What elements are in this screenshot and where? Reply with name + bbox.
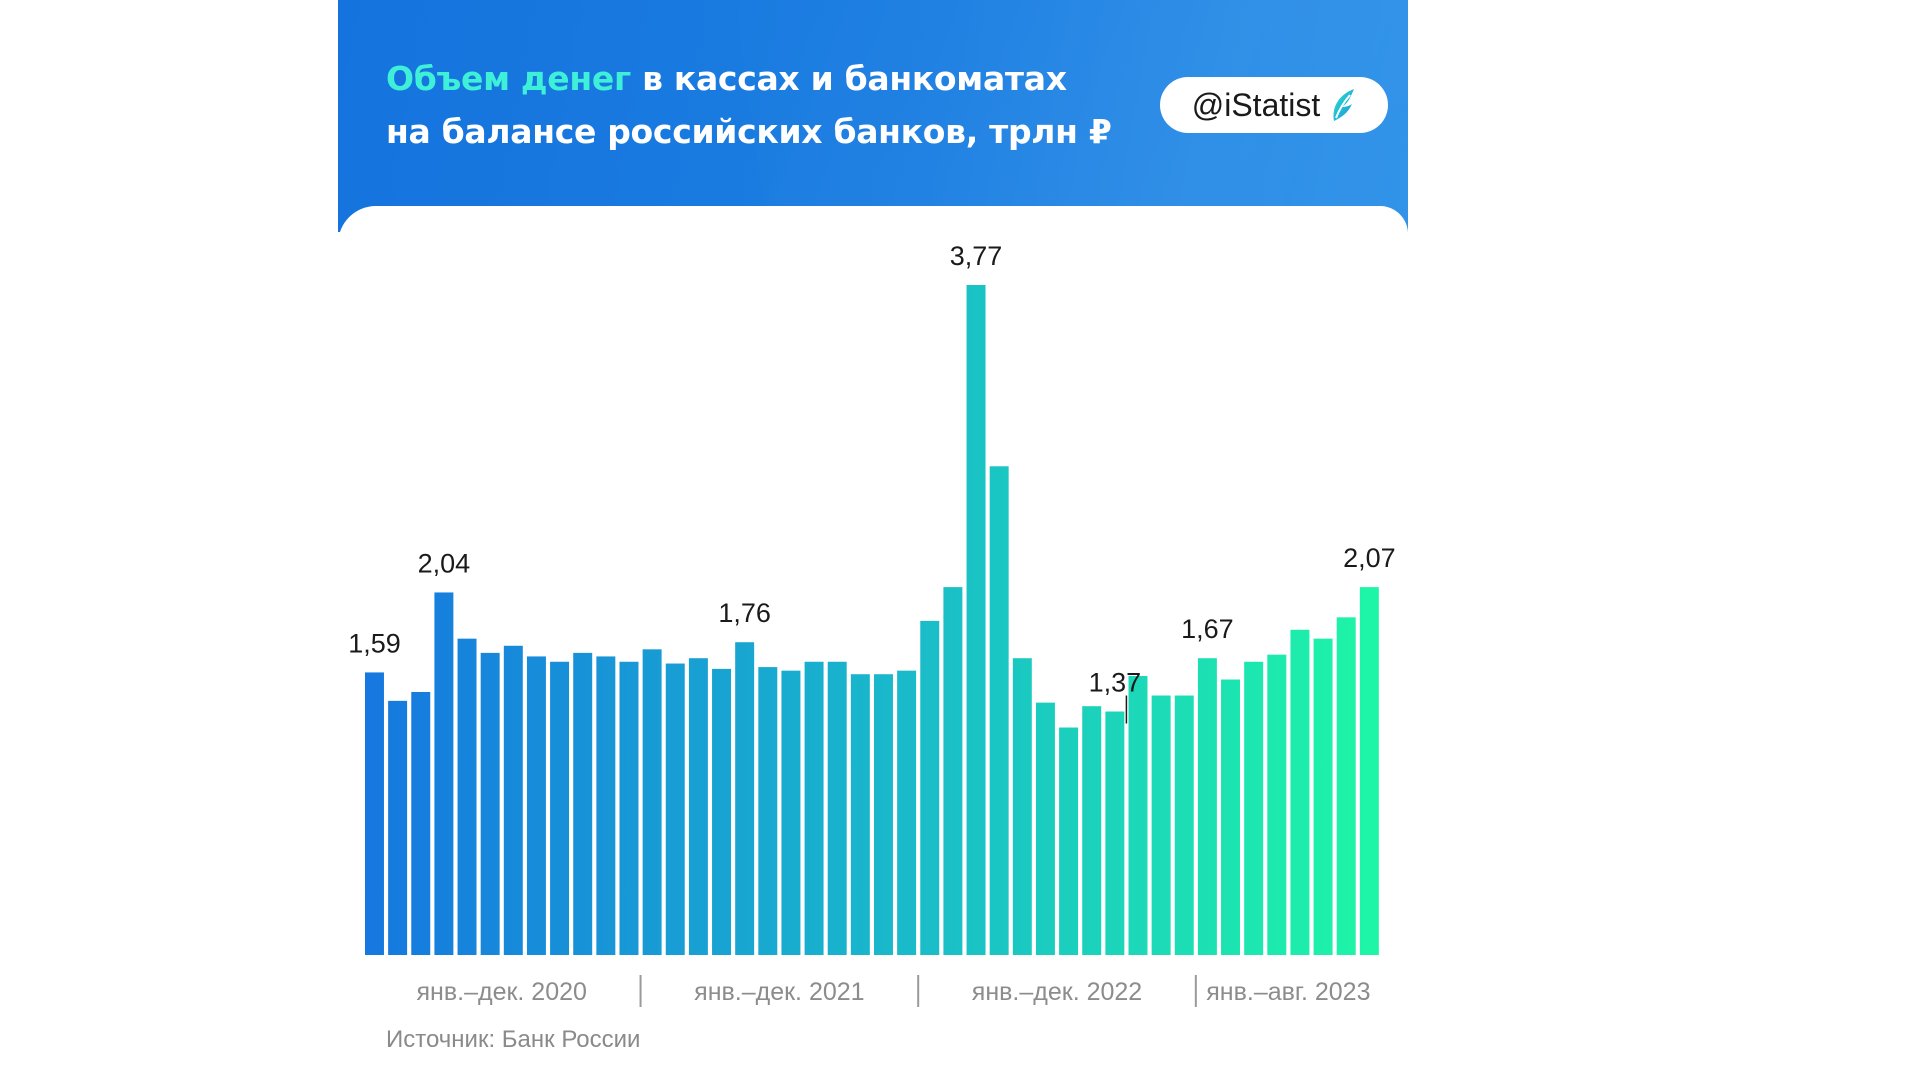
header-banner: Объем денег в кассах и банкоматах на бала… — [338, 0, 1408, 232]
bar — [503, 645, 523, 955]
bar — [688, 658, 708, 955]
data-label: 1,76 — [718, 598, 771, 628]
bar — [874, 674, 893, 955]
bar — [388, 700, 408, 955]
bar — [665, 663, 685, 955]
x-axis-group: янв.–дек. 2020 янв.–дек. 2021 янв.–дек. 20… — [417, 975, 1370, 1007]
data-label: 3,77 — [950, 241, 1003, 271]
data-label: 1,67 — [1181, 614, 1234, 644]
period-label: янв.–дек. 2020 — [417, 978, 587, 1006]
bar — [758, 667, 778, 955]
bar — [1012, 658, 1032, 955]
bar — [1035, 702, 1055, 955]
period-label: янв.–дек. 2022 — [972, 978, 1142, 1006]
period-label: янв.–авг. 2023 — [1206, 978, 1370, 1006]
data-label: 2,07 — [1343, 543, 1396, 573]
bar — [1290, 629, 1310, 955]
bar — [966, 285, 986, 955]
bar — [827, 661, 847, 955]
source-note: Источник: Банк России — [386, 1026, 641, 1053]
bar — [480, 652, 500, 955]
data-label: 1,59 — [348, 628, 401, 658]
bar — [596, 656, 616, 955]
bar — [642, 649, 662, 955]
bar — [1244, 661, 1264, 955]
bar — [1221, 679, 1241, 955]
bar — [457, 638, 477, 955]
bar — [526, 656, 546, 955]
bar — [1059, 727, 1079, 955]
bar — [550, 661, 570, 955]
istatist-leaf-icon — [1333, 89, 1355, 121]
bar — [920, 620, 940, 955]
bar — [411, 691, 431, 955]
bar — [804, 661, 824, 955]
bar — [850, 674, 870, 955]
istatist-badge[interactable]: @iStatist — [1160, 77, 1388, 133]
period-label: янв.–дек. 2021 — [694, 978, 864, 1006]
bar — [1082, 706, 1102, 955]
bar — [989, 466, 1009, 955]
chart-title: Объем денег в кассах и банкоматах на бала… — [386, 52, 1112, 158]
data-label: 2,04 — [418, 548, 471, 578]
bar — [1336, 617, 1356, 955]
bar — [781, 670, 801, 955]
bar — [1359, 587, 1379, 955]
bar — [1128, 675, 1148, 955]
bar — [365, 672, 384, 955]
title-line1-rest: в кассах и банкоматах — [630, 59, 1067, 98]
bars-group — [365, 285, 1379, 955]
bar — [712, 668, 732, 955]
bar — [1151, 695, 1171, 955]
infographic-card: Объем денег в кассах и банкоматах на бала… — [338, 0, 1408, 1080]
bar — [943, 587, 963, 955]
bar — [1174, 695, 1194, 955]
data-labels-group: 1,59 2,04 1,76 3,77 1,37 1,67 2,07 — [348, 241, 1396, 724]
bar — [897, 670, 917, 955]
bar-chart: 1,59 2,04 1,76 3,77 1,37 1,67 2,07 янв.–дек. 2… — [348, 241, 1396, 1007]
badge-text: @iStatist — [1191, 86, 1321, 123]
data-label: 1,37 — [1089, 668, 1142, 698]
bar — [1197, 658, 1217, 955]
title-line2: на балансе российских банков, трлн ₽ — [386, 112, 1112, 151]
bar — [434, 592, 454, 955]
bar — [573, 652, 593, 955]
bar — [1267, 654, 1287, 955]
bar — [1313, 638, 1333, 955]
bar — [619, 661, 639, 955]
title-accent: Объем денег — [386, 59, 631, 98]
bar — [1105, 711, 1125, 955]
bar — [735, 642, 755, 955]
